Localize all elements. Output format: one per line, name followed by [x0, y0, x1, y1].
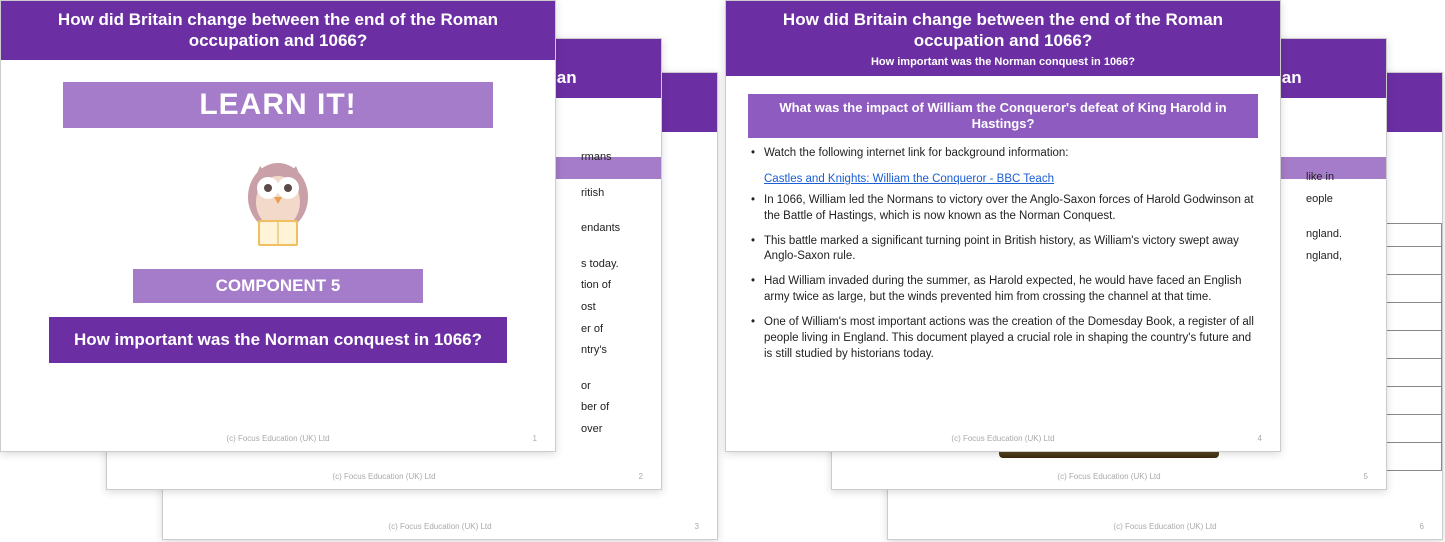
- slide-4-footer: (c) Focus Education (UK) Ltd 4: [726, 430, 1280, 451]
- component-banner: COMPONENT 5: [133, 269, 423, 303]
- right-slide-stack: Roman (c) Focus Education (UK) Ltd 6 Rom…: [725, 0, 1445, 540]
- page-number: 4: [1258, 434, 1262, 443]
- footer-text: (c) Focus Education (UK) Ltd: [1057, 472, 1160, 481]
- slide-1-header: How did Britain change between the end o…: [1, 1, 555, 60]
- footer-text: (c) Focus Education (UK) Ltd: [1113, 522, 1216, 531]
- peek-line: tion of: [581, 277, 651, 295]
- impact-banner: What was the impact of William the Conqu…: [748, 94, 1258, 139]
- page-number: 3: [695, 522, 699, 531]
- peek-line: eople: [1306, 191, 1376, 209]
- bullet-item: In 1066, William led the Normans to vict…: [748, 193, 1258, 225]
- intro-bullet: Watch the following internet link for ba…: [748, 146, 1258, 162]
- slide-5-peek-text: like in eople ngland. ngland,: [1306, 169, 1376, 283]
- slide-3-footer: (c) Focus Education (UK) Ltd 3: [163, 518, 717, 539]
- slide-4-header: How did Britain change between the end o…: [726, 1, 1280, 76]
- page-number: 5: [1364, 472, 1368, 481]
- slide-2-peek-text: rmans ritish endants s today. tion of os…: [581, 149, 651, 443]
- header-sub-question: How important was the Norman conquest in…: [738, 56, 1268, 68]
- slide-4-body: What was the impact of William the Conqu…: [726, 76, 1280, 431]
- bullet-item: One of William's most important actions …: [748, 315, 1258, 363]
- peek-line: ost: [581, 299, 651, 317]
- header-question: How did Britain change between the end o…: [738, 9, 1268, 52]
- peek-line: er of: [581, 321, 651, 339]
- peek-line: or: [581, 378, 651, 396]
- peek-line: over: [581, 421, 651, 439]
- slide-1-footer: (c) Focus Education (UK) Ltd 1: [1, 430, 555, 451]
- peek-line: like in: [1306, 169, 1376, 187]
- learn-it-banner: LEARN IT!: [63, 82, 493, 128]
- slide-6-footer: (c) Focus Education (UK) Ltd 6: [888, 518, 1442, 539]
- lesson-question: How important was the Norman conquest in…: [49, 317, 507, 363]
- peek-line: endants: [581, 220, 651, 238]
- slide-1-body: LEARN IT! COMPONENT 5 Ho: [1, 60, 555, 431]
- bullet-item: This battle marked a significant turning…: [748, 234, 1258, 266]
- footer-text: (c) Focus Education (UK) Ltd: [332, 472, 435, 481]
- page-number: 1: [533, 434, 537, 443]
- bbc-teach-link[interactable]: Castles and Knights: William the Conquer…: [764, 173, 1054, 185]
- intro-list: Watch the following internet link for ba…: [748, 146, 1258, 162]
- slide-1: How did Britain change between the end o…: [0, 0, 556, 452]
- slide-4: How did Britain change between the end o…: [725, 0, 1281, 452]
- page-number: 2: [639, 472, 643, 481]
- peek-line: ngland.: [1306, 226, 1376, 244]
- bullet-item: Had William invaded during the summer, a…: [748, 274, 1258, 306]
- footer-text: (c) Focus Education (UK) Ltd: [226, 434, 329, 443]
- footer-text: (c) Focus Education (UK) Ltd: [951, 434, 1054, 443]
- peek-line: s today.: [581, 256, 651, 274]
- slide-5-footer: (c) Focus Education (UK) Ltd 5: [832, 468, 1386, 489]
- peek-line: rmans: [581, 149, 651, 167]
- slide-2-footer: (c) Focus Education (UK) Ltd 2: [107, 468, 661, 489]
- header-question: How did Britain change between the end o…: [13, 9, 543, 52]
- peek-line: ritish: [581, 185, 651, 203]
- peek-line: ngland,: [1306, 248, 1376, 266]
- left-slide-stack: Roman (c) Focus Education (UK) Ltd 3 Rom…: [0, 0, 720, 540]
- content-bullets: In 1066, William led the Normans to vict…: [748, 193, 1258, 363]
- peek-line: ber of: [581, 399, 651, 417]
- page-number: 6: [1420, 522, 1424, 531]
- peek-line: ntry's: [581, 342, 651, 360]
- owl-icon: [23, 142, 533, 255]
- footer-text: (c) Focus Education (UK) Ltd: [388, 522, 491, 531]
